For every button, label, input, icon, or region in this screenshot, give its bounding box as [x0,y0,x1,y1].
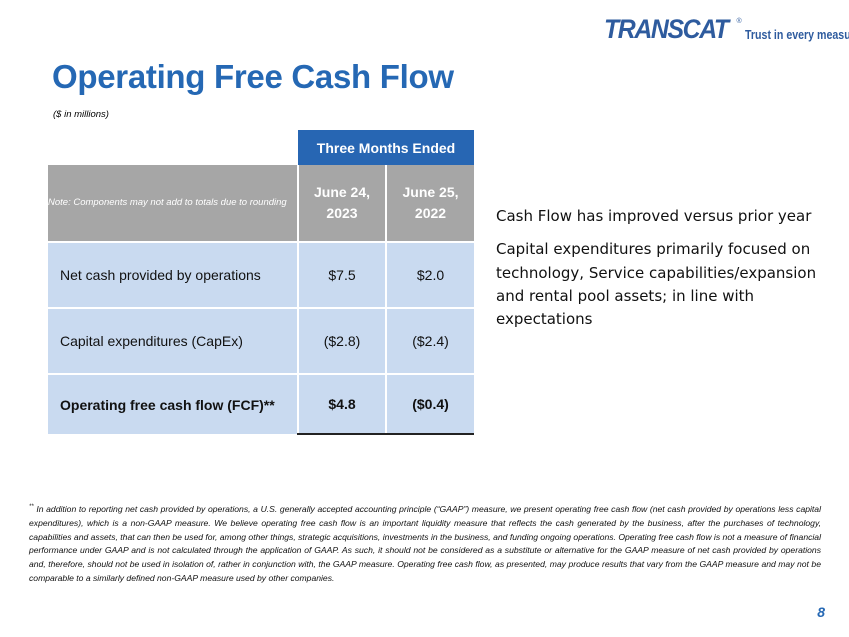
commentary: Cash Flow has improved versus prior year… [496,205,826,341]
page-title: Operating Free Cash Flow [52,58,454,95]
logo-wordmark: TRANSCAT [604,14,729,44]
units-note: ($ in millions) [53,109,109,120]
table-row-total: Operating free cash flow (FCF)** $4.8 ($… [48,373,474,435]
header-spacer [48,130,298,165]
table-row: Capital expenditures (CapEx) ($2.8) ($2.… [48,307,474,374]
table-header-date-row: Note: Components may not add to totals d… [48,165,474,242]
cell-fcf-2022: ($0.4) [385,373,474,435]
footnote-text: In addition to reporting net cash provid… [29,504,821,583]
cell-capex-2022: ($2.4) [385,307,474,374]
row-label-capex: Capital expenditures (CapEx) [48,307,298,374]
table-header-period-row: Three Months Ended [48,130,474,165]
logo-tagline: Trust in every measure [744,28,849,42]
cash-flow-table: Three Months Ended Note: Components may … [48,130,474,435]
column-header-2022: June 25, 2022 [385,165,474,242]
page-number: 8 [817,604,825,620]
rounding-note: Note: Components may not add to totals d… [48,165,298,242]
cell-net-cash-2023: $7.5 [297,241,386,308]
footnote: ** In addition to reporting net cash pro… [29,503,821,586]
registered-mark: ® [736,18,742,25]
footnote-marker: ** [29,504,34,511]
row-label-fcf: Operating free cash flow (FCF)** [48,373,298,434]
commentary-point: Cash Flow has improved versus prior year [496,207,812,225]
cell-net-cash-2022: $2.0 [385,241,474,308]
transcat-logo: TRANSCAT ® Trust in every measure [604,16,849,43]
cell-capex-2023: ($2.8) [297,307,386,374]
row-label-net-cash: Net cash provided by operations [48,241,298,308]
table-row: Net cash provided by operations $7.5 $2.… [48,241,474,308]
cell-fcf-2023: $4.8 [297,373,386,435]
column-header-2023: June 24, 2023 [297,165,386,242]
period-header: Three Months Ended [298,130,474,165]
commentary-point: Capital expenditures primarily focused o… [496,240,817,328]
